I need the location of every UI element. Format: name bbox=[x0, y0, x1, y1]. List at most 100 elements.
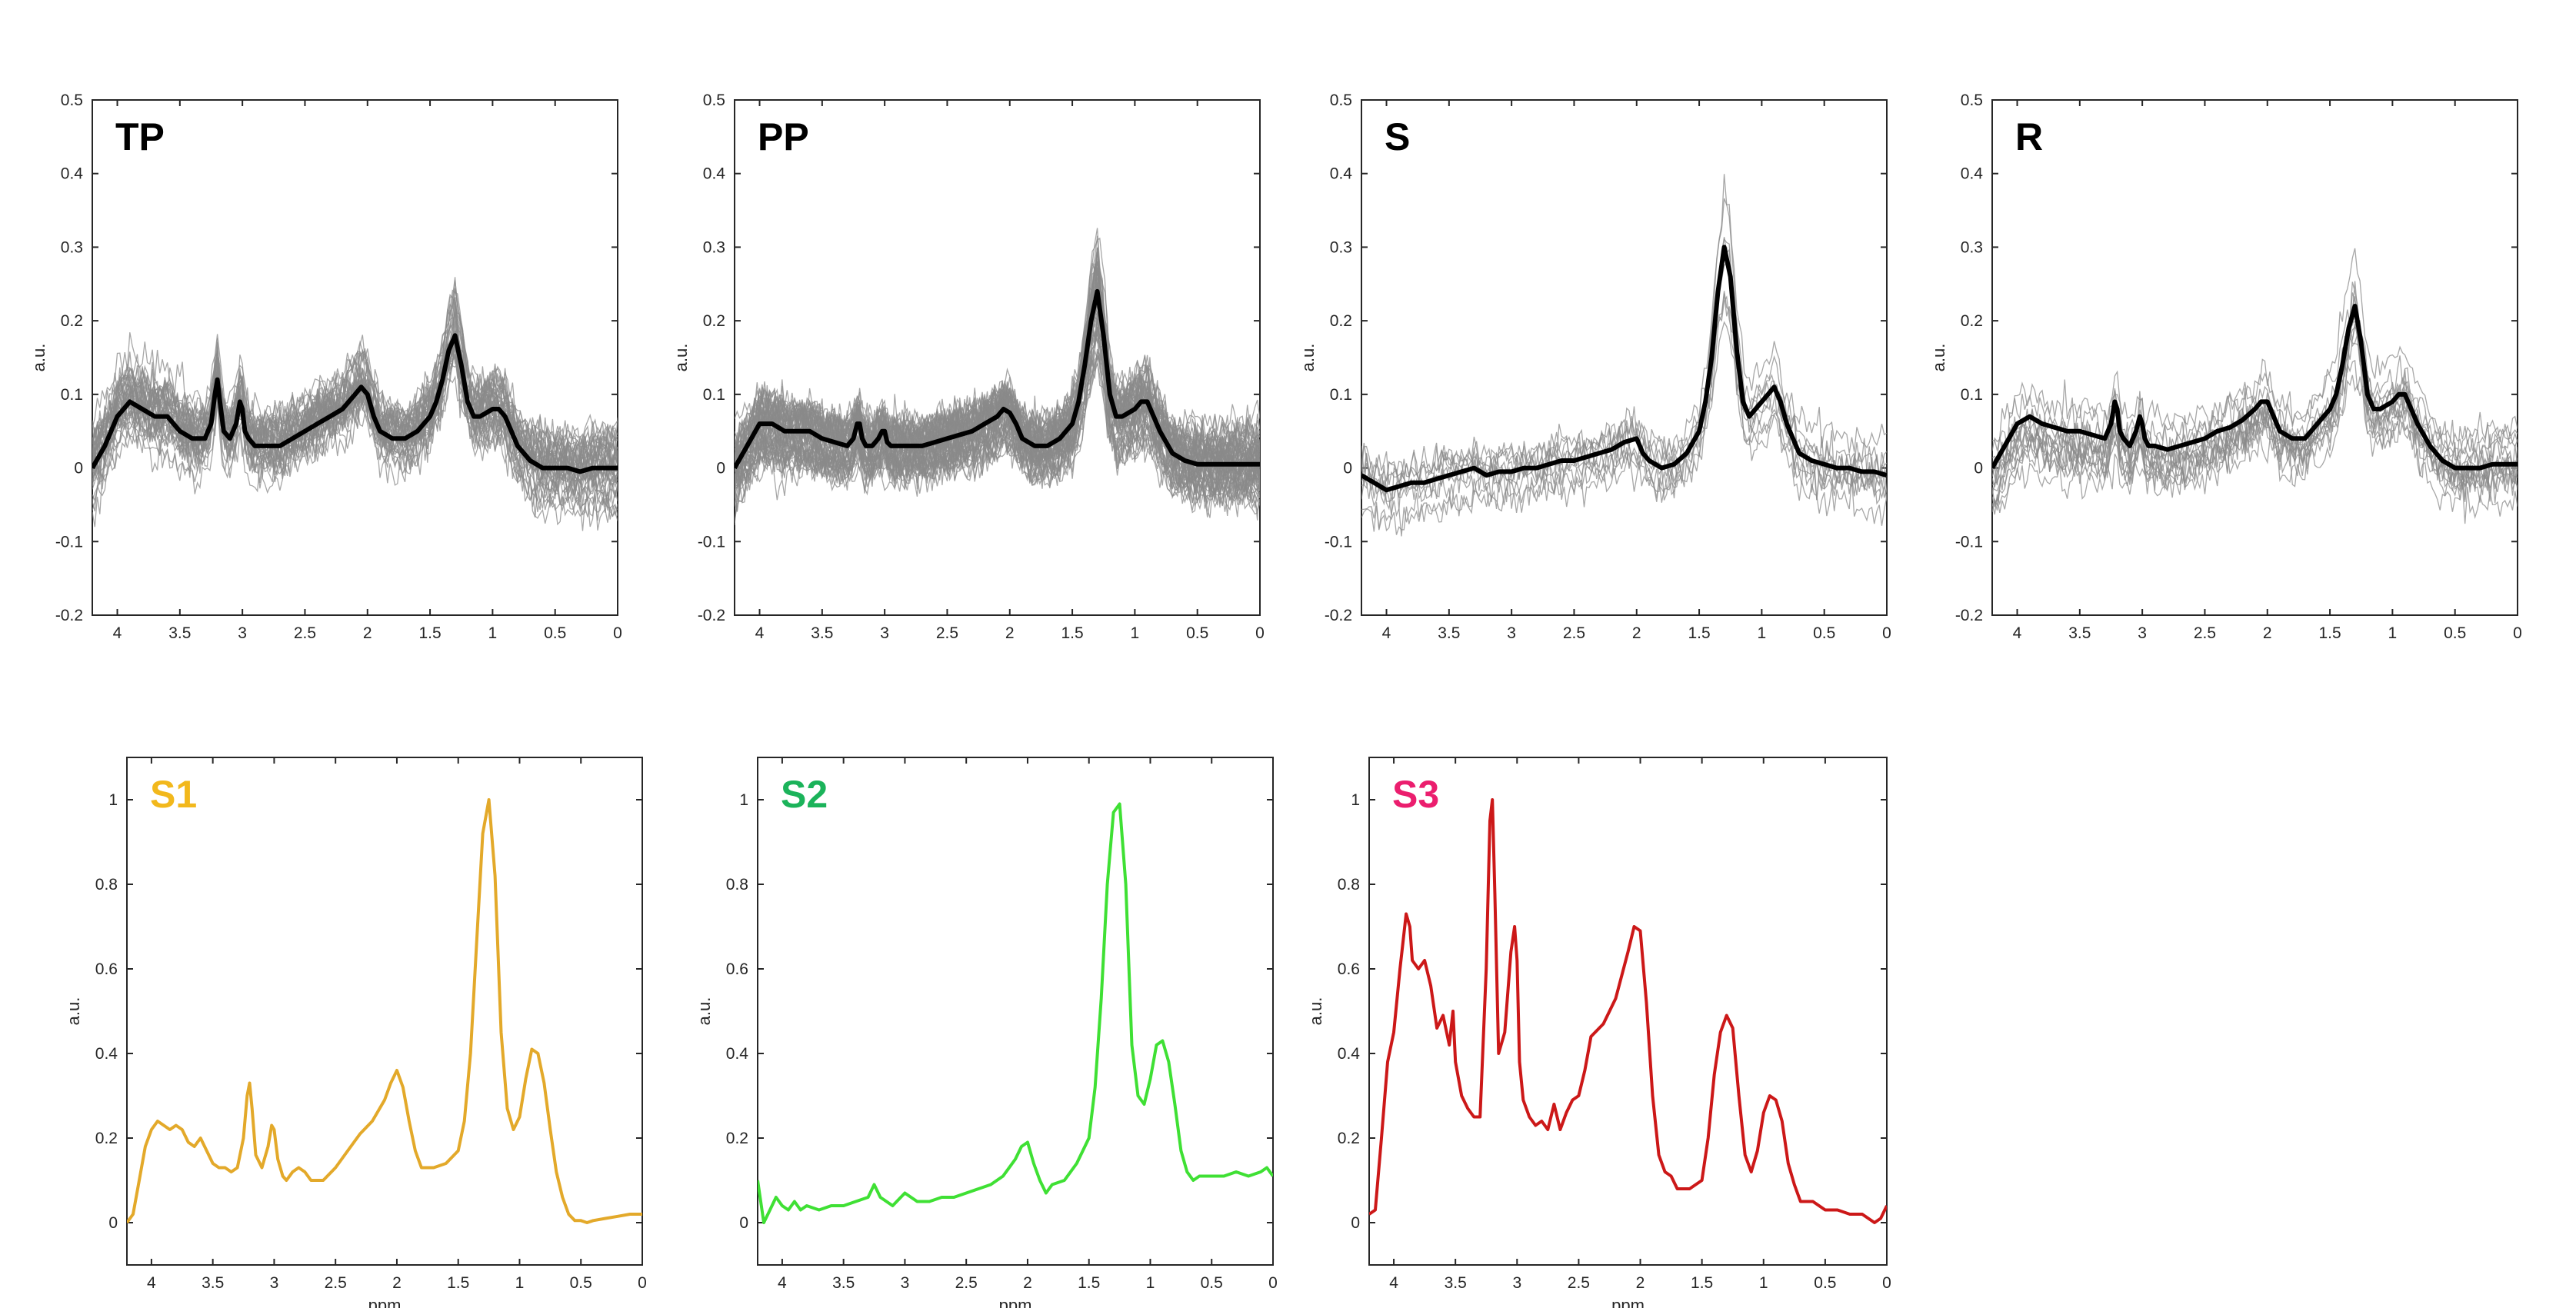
x-tick-label: 3 bbox=[901, 1274, 910, 1292]
y-tick-label: 0.5 bbox=[1330, 92, 1352, 109]
individual-spectrum-line bbox=[1992, 281, 2518, 515]
individual-spectrum-line bbox=[735, 304, 1260, 459]
x-tick-label: 1.5 bbox=[447, 1274, 469, 1292]
y-axis-label: a.u. bbox=[695, 997, 714, 1026]
x-tick-label: 3.5 bbox=[202, 1274, 224, 1292]
y-tick-label: 0.3 bbox=[703, 238, 725, 256]
x-tick-label: 0.5 bbox=[1201, 1274, 1223, 1292]
mean-spectrum-line bbox=[1992, 304, 2518, 471]
y-tick-label: 1 bbox=[739, 791, 748, 809]
x-tick-label: 1 bbox=[1131, 624, 1140, 642]
x-tick-label: 0.5 bbox=[1814, 1274, 1836, 1292]
panel-label: TP bbox=[115, 115, 165, 158]
x-tick-label: 1.5 bbox=[1691, 1274, 1713, 1292]
individual-spectrum-line bbox=[92, 330, 618, 479]
y-tick-label: -0.2 bbox=[698, 607, 725, 624]
y-axis-label: a.u. bbox=[671, 344, 691, 372]
individual-spectrum-line bbox=[1992, 326, 2518, 524]
y-tick-label: 0.3 bbox=[1961, 238, 1983, 256]
y-tick-label: 0.4 bbox=[1338, 1045, 1361, 1063]
x-tick-label: 0 bbox=[613, 624, 622, 642]
individual-spectrum-line bbox=[735, 363, 1260, 505]
component-spectrum-line bbox=[1369, 798, 1887, 1224]
x-tick-label: 2 bbox=[1632, 624, 1641, 642]
chart-panel-r: 4 3.5 3 2.5 2 1.5 1 0.5 0 -0.2 -0.1 0 0.1 0.2 0.3 0.4 0.… bbox=[1929, 92, 2522, 642]
x-tick-label: 3.5 bbox=[1438, 624, 1460, 642]
x-tick-label: 3.5 bbox=[2068, 624, 2091, 642]
y-tick-label: 0.6 bbox=[95, 960, 118, 978]
chart-panel-pp: 4 3.5 3 2.5 2 1.5 1 0.5 0 -0.2 -0.1 0 0.1 0.2 0.3 0.4 0.… bbox=[671, 92, 1265, 642]
x-tick-label: 1 bbox=[2388, 624, 2398, 642]
y-axis-label: a.u. bbox=[29, 344, 48, 372]
y-tick-label: -0.2 bbox=[1955, 607, 1983, 624]
y-tick-label: -0.1 bbox=[1955, 533, 1983, 551]
x-tick-label: 4 bbox=[2013, 624, 2022, 642]
y-tick-label: 0.2 bbox=[1330, 312, 1352, 330]
y-tick-label: 0.1 bbox=[703, 386, 725, 404]
y-tick-label: 0.2 bbox=[726, 1130, 748, 1147]
y-tick-label: 0.4 bbox=[1330, 165, 1353, 183]
y-tick-label: 0.4 bbox=[726, 1045, 749, 1063]
x-tick-label: 2.5 bbox=[2194, 624, 2216, 642]
x-tick-label: 2.5 bbox=[936, 624, 958, 642]
x-tick-label: 2.5 bbox=[955, 1274, 978, 1292]
axes-box bbox=[126, 757, 643, 1266]
panel-label: S1 bbox=[150, 773, 197, 816]
y-tick-label: 0.3 bbox=[61, 238, 83, 256]
x-tick-label: 0 bbox=[638, 1274, 647, 1292]
individual-spectrum-line bbox=[1992, 248, 2518, 486]
y-tick-label: 0.2 bbox=[1338, 1130, 1360, 1147]
x-tick-label: 4 bbox=[1389, 1274, 1398, 1292]
y-axis-label: a.u. bbox=[1929, 344, 1948, 372]
x-tick-label: 2 bbox=[1005, 624, 1015, 642]
y-tick-label: 0.4 bbox=[95, 1045, 118, 1063]
y-tick-label: 0.4 bbox=[61, 165, 84, 183]
x-tick-label: 3.5 bbox=[811, 624, 833, 642]
plot-area bbox=[1369, 798, 1887, 1224]
x-tick-label: 0.5 bbox=[1813, 624, 1835, 642]
y-tick-label: 0.1 bbox=[1961, 386, 1983, 404]
y-tick-label: 0.1 bbox=[61, 386, 83, 404]
x-tick-label: 1.5 bbox=[1078, 1274, 1100, 1292]
y-tick-label: 0.8 bbox=[1338, 876, 1360, 894]
chart-panel-s: 4 3.5 3 2.5 2 1.5 1 0.5 0 -0.2 -0.1 0 0.1 0.2 0.3 0.4 0.… bbox=[1298, 92, 1891, 642]
individual-spectrum-line bbox=[92, 375, 618, 504]
plot-area bbox=[1361, 174, 1887, 537]
y-tick-label: 0.2 bbox=[61, 312, 83, 330]
panel-label: PP bbox=[758, 115, 809, 158]
x-tick-label: 1.5 bbox=[1061, 624, 1083, 642]
x-tick-label: 2 bbox=[392, 1274, 402, 1292]
panel-label: S2 bbox=[781, 773, 828, 816]
x-tick-label: 4 bbox=[1382, 624, 1391, 642]
y-tick-label: -0.2 bbox=[55, 607, 83, 624]
y-tick-label: 0 bbox=[108, 1214, 118, 1232]
y-tick-label: 0.4 bbox=[1961, 165, 1984, 183]
x-axis-label: ppm bbox=[368, 1296, 402, 1308]
individual-spectrum-line bbox=[92, 334, 618, 508]
x-tick-label: 3.5 bbox=[168, 624, 191, 642]
mean-spectrum-line bbox=[1361, 245, 1887, 493]
y-axis-label: a.u. bbox=[1298, 344, 1318, 372]
x-tick-label: 0 bbox=[1255, 624, 1265, 642]
y-tick-label: 0.6 bbox=[1338, 960, 1360, 978]
plot-area bbox=[1992, 248, 2518, 524]
x-tick-label: 3 bbox=[1512, 1274, 1521, 1292]
panel-label: R bbox=[2015, 115, 2043, 158]
x-tick-label: 2.5 bbox=[294, 624, 316, 642]
individual-spectrum-line bbox=[1992, 374, 2518, 514]
panel-label: S bbox=[1385, 115, 1410, 158]
individual-spectrum-line bbox=[92, 306, 618, 483]
x-tick-label: 1.5 bbox=[2318, 624, 2341, 642]
y-axis-label: a.u. bbox=[1306, 997, 1325, 1026]
x-tick-label: 4 bbox=[755, 624, 765, 642]
x-tick-label: 1 bbox=[1758, 624, 1767, 642]
x-tick-label: 2 bbox=[1636, 1274, 1645, 1292]
y-tick-label: 0 bbox=[716, 460, 725, 478]
axes-box bbox=[1991, 99, 2518, 616]
y-tick-label: 0.8 bbox=[726, 876, 748, 894]
x-tick-label: 4 bbox=[113, 624, 122, 642]
x-tick-label: 3 bbox=[270, 1274, 279, 1292]
x-axis-label: ppm bbox=[1611, 1296, 1645, 1308]
x-tick-label: 1.5 bbox=[418, 624, 441, 642]
x-tick-label: 1 bbox=[488, 624, 498, 642]
